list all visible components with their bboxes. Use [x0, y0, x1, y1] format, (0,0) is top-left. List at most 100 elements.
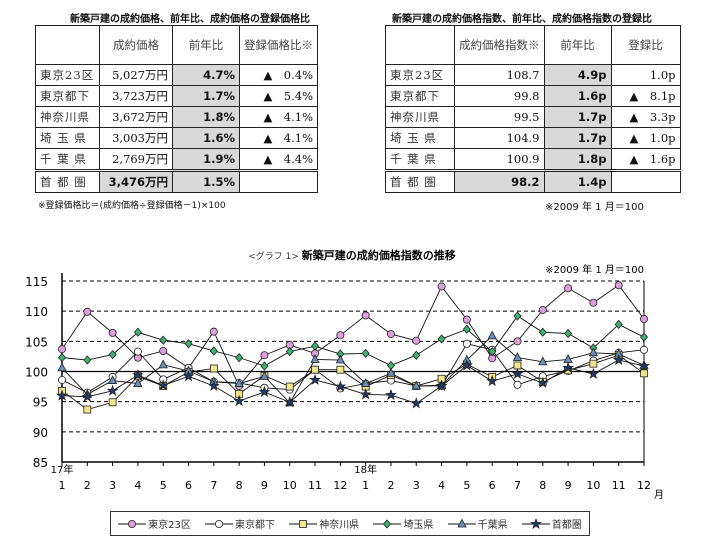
table-cell: ▲ 8.1p [610, 85, 681, 107]
table-row: 神奈川県 3,672万円 1.8% ▲ 4.1% [35, 106, 318, 128]
index-table: 成約価格指数※ 前年比 登録比 東京23区 108.7 4.9p 1.0p 東京都下 99.8 1… [385, 25, 681, 193]
data-point [564, 328, 573, 339]
data-point [538, 327, 547, 337]
legend-marker [215, 519, 224, 528]
table-row: 東京23区 108.7 4.9p 1.0p [385, 64, 681, 86]
data-point [234, 378, 244, 387]
data-point [157, 379, 170, 391]
table-cell: 1.9% [172, 148, 240, 171]
data-point [513, 311, 522, 321]
data-point [412, 350, 421, 360]
data-point [462, 315, 471, 324]
data-point [233, 394, 246, 407]
data-point [106, 384, 119, 396]
x-tick-label: 2 [387, 479, 394, 492]
data-point [258, 385, 271, 398]
table-cell: 1.6p [543, 85, 612, 107]
data-point [285, 382, 294, 391]
legend-label: 東京都下 [235, 520, 276, 531]
data-point [260, 351, 269, 360]
legend-item: 首都圏 [521, 516, 582, 531]
x-tick-label: 5 [463, 479, 470, 492]
data-point [513, 380, 522, 389]
table-row: 埼 玉 県 3,003万円 1.6% ▲ 4.1% [35, 127, 318, 149]
column-header [35, 25, 100, 65]
legend-label: 東京23区 [148, 520, 191, 531]
x-tick-label: 8 [539, 479, 546, 492]
data-point [182, 370, 195, 382]
table-cell: ▲ 1.0p [610, 127, 681, 149]
chart-note: ※2009 年 1 月＝100 [545, 263, 644, 276]
data-point [410, 397, 423, 409]
data-point [511, 367, 524, 379]
series-首都圏 [56, 353, 650, 409]
data-point [58, 375, 67, 384]
table-cell [239, 169, 318, 193]
data-point [360, 378, 371, 387]
data-point [361, 311, 370, 320]
table-cell: 東京都下 [385, 85, 455, 107]
table-cell: 東京23区 [385, 64, 455, 86]
table-row: 神奈川県 99.5 1.7p ▲ 3.3p [385, 106, 681, 128]
x-tick-label: 11 [612, 479, 626, 492]
column-header: 成約価格 [99, 25, 173, 65]
table-cell: 埼 玉 県 [35, 127, 100, 149]
data-point [538, 305, 547, 314]
table-row: 首 都 圏 3,476万円 1.5% [35, 169, 318, 193]
legend-item: 東京23区 [118, 516, 191, 531]
x-tick-label: 7 [514, 479, 521, 492]
x-tick-label: 9 [565, 479, 572, 492]
data-point [336, 365, 345, 374]
legend-item: 埼玉県 [373, 516, 433, 531]
header-row: 成約価格 前年比 登録価格比※ [35, 25, 318, 65]
x-unit-label: 月 [654, 489, 664, 501]
data-point [158, 359, 168, 369]
table-cell: 4.7% [172, 64, 240, 86]
data-point [108, 349, 117, 360]
data-point [57, 353, 67, 363]
x-tick-label: 7 [210, 479, 217, 492]
y-tick-label: 100 [25, 366, 48, 380]
table2-title: 新築戸建の成約価格指数、前年比、成約価格指数の登録比 [392, 14, 652, 25]
data-point [487, 330, 497, 340]
data-point [107, 375, 118, 384]
y-tick-label: 115 [25, 275, 48, 289]
table-cell: 108.7 [454, 64, 545, 86]
x-tick-label: 3 [413, 479, 420, 492]
data-point [512, 352, 523, 362]
diamond-marker-icon [373, 518, 402, 529]
data-point [562, 361, 575, 373]
table-cell: 3,672万円 [99, 106, 173, 128]
x-tick-label: 6 [489, 479, 496, 492]
square-marker-icon [289, 519, 318, 528]
legend-marker [128, 519, 137, 528]
data-point [336, 331, 345, 340]
x-tick-label: 5 [160, 479, 167, 492]
data-point [133, 347, 142, 356]
x-tick-label: 11 [308, 479, 322, 492]
column-header: 登録価格比※ [239, 25, 318, 65]
year-label: 18年 [354, 463, 377, 476]
legend-marker [383, 518, 392, 529]
table-cell: ▲ 4.1% [239, 127, 318, 149]
table-cell: 98.2 [454, 169, 545, 193]
data-point [335, 354, 346, 364]
data-point [209, 346, 218, 356]
data-point [412, 336, 421, 345]
legend-marker [299, 519, 308, 528]
table-cell: 3,476万円 [99, 169, 173, 193]
table-cell: 1.5% [172, 169, 240, 193]
table-row: 千 葉 県 100.9 1.8p ▲ 1.6p [385, 148, 681, 171]
y-tick-label: 95 [33, 396, 48, 410]
chart-title-prefix: <グラフ 1> [248, 250, 302, 262]
table-cell: 104.9 [454, 127, 545, 149]
data-point [385, 388, 397, 401]
x-tick-label: 9 [261, 479, 268, 492]
data-point [588, 347, 599, 357]
column-header: 成約価格指数※ [454, 25, 545, 65]
series-東京23区 [58, 281, 649, 390]
data-point [283, 396, 296, 408]
table-cell: 3,003万円 [99, 127, 173, 149]
table-cell: 1.7p [543, 106, 612, 128]
data-point [639, 332, 649, 342]
